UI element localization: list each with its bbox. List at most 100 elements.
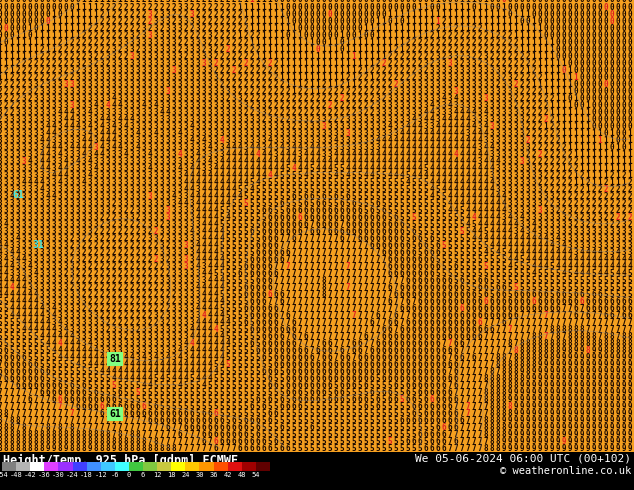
Text: 4: 4 [22,311,27,320]
Text: 8: 8 [501,353,507,362]
Text: 5: 5 [160,388,164,397]
Text: 2: 2 [526,108,530,117]
Text: 1: 1 [328,59,332,68]
Text: 3: 3 [82,66,86,74]
Text: 5: 5 [250,206,254,215]
Text: 1: 1 [616,150,620,159]
Text: 3: 3 [567,220,573,229]
Text: 5: 5 [238,339,242,348]
Text: 3: 3 [424,73,429,82]
Text: 2: 2 [106,311,110,320]
Text: 4: 4 [28,304,32,313]
Text: 5: 5 [448,213,452,222]
Text: 2: 2 [124,311,128,320]
Text: 5: 5 [238,234,242,243]
Text: 3: 3 [46,304,50,313]
Text: 0: 0 [604,9,608,19]
Text: 9: 9 [555,423,560,432]
Text: 3: 3 [82,206,86,215]
Text: 3: 3 [172,108,176,117]
Text: 0: 0 [586,51,590,61]
Text: 5: 5 [141,395,146,404]
Text: 9: 9 [579,409,585,418]
Text: 4: 4 [202,178,206,187]
Text: 2: 2 [226,30,230,40]
Text: 4: 4 [46,122,50,131]
Text: 4: 4 [148,360,152,369]
Text: 6: 6 [208,416,212,425]
Text: 2: 2 [220,59,224,68]
Text: 3: 3 [124,157,128,166]
Text: 2: 2 [298,94,302,103]
Text: 7: 7 [316,318,320,327]
Text: 2: 2 [28,66,32,74]
Text: 3: 3 [448,108,452,117]
Text: 2: 2 [214,66,218,74]
Text: 4: 4 [436,164,440,173]
Text: 2: 2 [34,73,38,82]
Text: 6: 6 [430,332,434,341]
Text: 2: 2 [526,129,530,138]
Text: 42: 42 [223,472,232,478]
Text: 3: 3 [63,318,68,327]
Text: 9: 9 [610,374,614,383]
Text: 5: 5 [328,199,332,208]
Text: 1: 1 [10,66,15,74]
Text: 4: 4 [220,192,224,201]
Text: 5: 5 [238,248,242,257]
Text: 3: 3 [141,199,146,208]
Text: 5: 5 [598,283,602,292]
Text: 2: 2 [304,108,308,117]
Text: 3: 3 [82,122,86,131]
Text: 9: 9 [544,430,548,439]
Text: 6: 6 [501,283,507,292]
Text: 3: 3 [94,143,98,152]
Text: 6: 6 [454,437,458,446]
Text: 6: 6 [411,360,417,369]
Text: 3: 3 [226,122,230,131]
Text: 6: 6 [75,402,81,411]
Text: 3: 3 [268,122,273,131]
Text: 2: 2 [141,290,146,299]
Text: 3: 3 [333,129,339,138]
Text: 5: 5 [328,178,332,187]
Text: 3: 3 [112,185,116,194]
Text: 6: 6 [448,423,452,432]
Text: 61: 61 [12,190,24,200]
Text: 3: 3 [165,213,171,222]
Text: 1: 1 [0,66,3,74]
Text: 4: 4 [202,192,206,201]
Text: 5: 5 [394,444,398,453]
Text: 0: 0 [622,100,626,110]
Text: 5: 5 [220,409,224,418]
Text: 3: 3 [238,115,242,123]
Text: 6: 6 [333,227,339,236]
Text: 4: 4 [10,248,15,257]
Text: 6: 6 [358,367,362,376]
Text: 5: 5 [477,248,482,257]
Text: 5: 5 [466,255,470,264]
Text: 2: 2 [10,100,15,110]
Text: 3: 3 [70,290,74,299]
Text: 3: 3 [52,248,56,257]
Text: 2: 2 [352,108,356,117]
Text: 7: 7 [316,332,320,341]
Text: 5: 5 [214,360,218,369]
Text: 6: 6 [418,290,422,299]
Text: 4: 4 [82,353,86,362]
Text: 2: 2 [148,318,152,327]
Text: 3: 3 [394,108,398,117]
Text: 4: 4 [178,129,183,138]
Text: 1: 1 [424,2,429,11]
Text: 5: 5 [292,423,296,432]
Text: 2: 2 [10,94,15,103]
Text: 3: 3 [184,17,188,25]
Text: 9: 9 [586,437,590,446]
Text: 3: 3 [22,262,27,271]
Text: 7: 7 [316,283,320,292]
Text: 4: 4 [376,150,380,159]
Text: 1: 1 [376,51,380,61]
Text: 6: 6 [214,423,218,432]
Text: 3: 3 [501,157,507,166]
Text: 5: 5 [418,395,422,404]
